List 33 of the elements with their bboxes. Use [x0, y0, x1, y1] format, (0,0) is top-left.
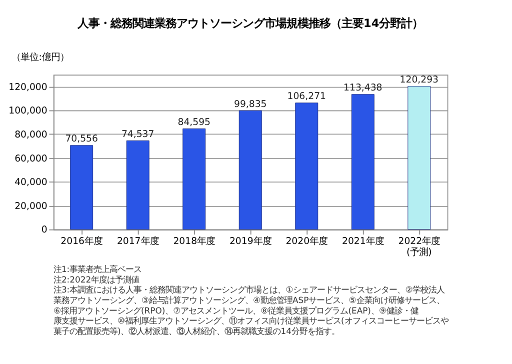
bar: [408, 86, 431, 230]
bar: [70, 145, 94, 230]
x-tick-label: 2020年度: [286, 236, 328, 247]
x-tick-label: 2018年度: [173, 236, 216, 247]
y-tick-label: 40,000: [14, 177, 48, 188]
text: 注3:本調査における人事・総務関連アウトソーシング市場とは、①シェアードサービスセンター、②学校法人業務アウトソーシング、③給与計算アウトソーシング、④勤怠管理ASPサービス、⑤企業向け研修サービス、⑥採用アウトソーシング(RPO)、⑦アセスメントツール、⑧従業員支援プログラム(EAP)、⑨健診・健康支援サービス、⑩福利厚生アウトソーシング、⑪オフィス向け従業員サービス(オフィスコーヒーサービスや菓子の配置販売等)、⑫人材派遣、⑬人材紹介、⑭再就職支援の14分野を指す。: [53, 284, 448, 336]
y-tick-label: 0: [41, 224, 48, 236]
bar: [126, 140, 150, 230]
text: 注2:2022年度は予測値: [53, 274, 140, 284]
data-label: 74,537: [121, 128, 154, 140]
y-axis-title: （単位:億円）: [12, 52, 69, 64]
bar: [182, 128, 206, 230]
data-label: 99,835: [234, 98, 267, 110]
data-label: 84,595: [178, 116, 211, 128]
y-tick-label: 80,000: [14, 129, 48, 140]
bar: [238, 110, 262, 230]
y-tick-label: 60,000: [14, 153, 48, 164]
text: 注1:事業者売上高ベース: [53, 264, 142, 274]
y-tick-label: 20,000: [14, 200, 48, 212]
data-label: 106,271: [287, 91, 326, 102]
chart-title: 人事・総務関連業務アウトソーシング市場規模推移（主要14分野計）: [76, 16, 424, 30]
x-tick-label: 2016年度: [60, 236, 102, 247]
bar: [295, 102, 318, 230]
x-tick-label: 2022年度 (予測): [398, 236, 440, 258]
y-tick-label: 120,000: [8, 82, 48, 93]
data-label: 70,556: [65, 134, 98, 145]
x-tick-label: 2021年度: [342, 236, 384, 247]
data-label: 120,293: [400, 74, 439, 86]
bar: [351, 94, 374, 230]
data-label: 113,438: [344, 82, 382, 94]
y-tick-label: 100,000: [8, 106, 48, 117]
x-tick-label: 2017年度: [116, 236, 159, 247]
x-tick-label: 2019年度: [229, 236, 272, 247]
